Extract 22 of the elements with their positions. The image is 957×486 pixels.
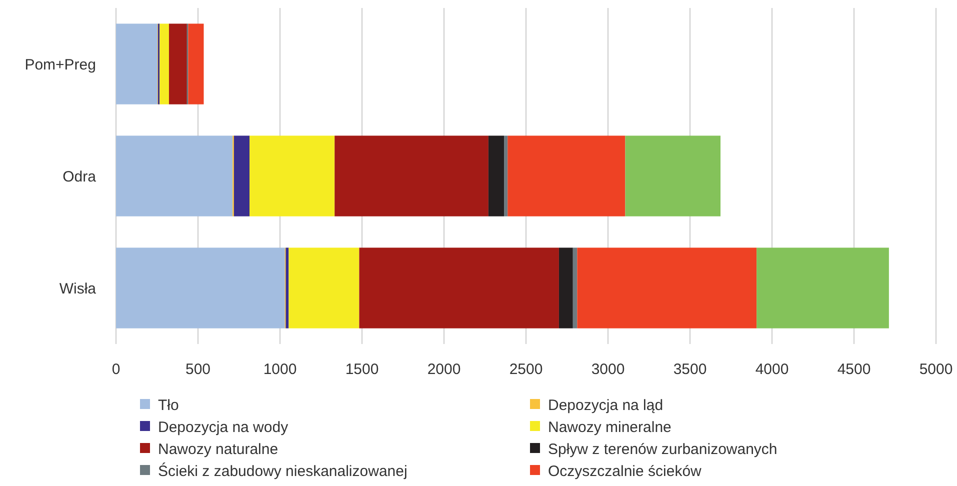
legend-label: Nawozy naturalne [158,441,278,458]
legend-label: Nawozy mineralne [548,419,672,436]
x-tick-label: 5000 [919,361,953,378]
x-tick-label: 1000 [263,361,297,378]
x-tick-label: 4000 [755,361,789,378]
y-tick-label: Pom+Preg [24,56,96,74]
x-tick-label: 3500 [673,361,707,378]
x-tick-label: 0 [112,361,120,378]
x-tick-label: 1500 [345,361,379,378]
legend-label: Spływ z terenów zurbanizowanych [548,441,778,458]
x-tick-label: 3000 [591,361,625,378]
x-tick-label: 2500 [509,361,543,378]
y-tick-label: Wisła [59,280,97,298]
x-tick-label: 2000 [427,361,461,378]
x-tick-label: 500 [185,361,211,378]
legend-label: Oczyszczalnie ścieków [548,463,702,480]
legend-label: Depozycja na ląd [548,397,664,414]
legend-label: Depozycja na wody [158,419,289,436]
y-tick-label: Odra [62,168,97,186]
x-tick-label: 4500 [837,361,871,378]
legend-label: Ścieki z zabudowy nieskanalizowanej [158,462,408,480]
legend-label: Tło [158,397,179,414]
